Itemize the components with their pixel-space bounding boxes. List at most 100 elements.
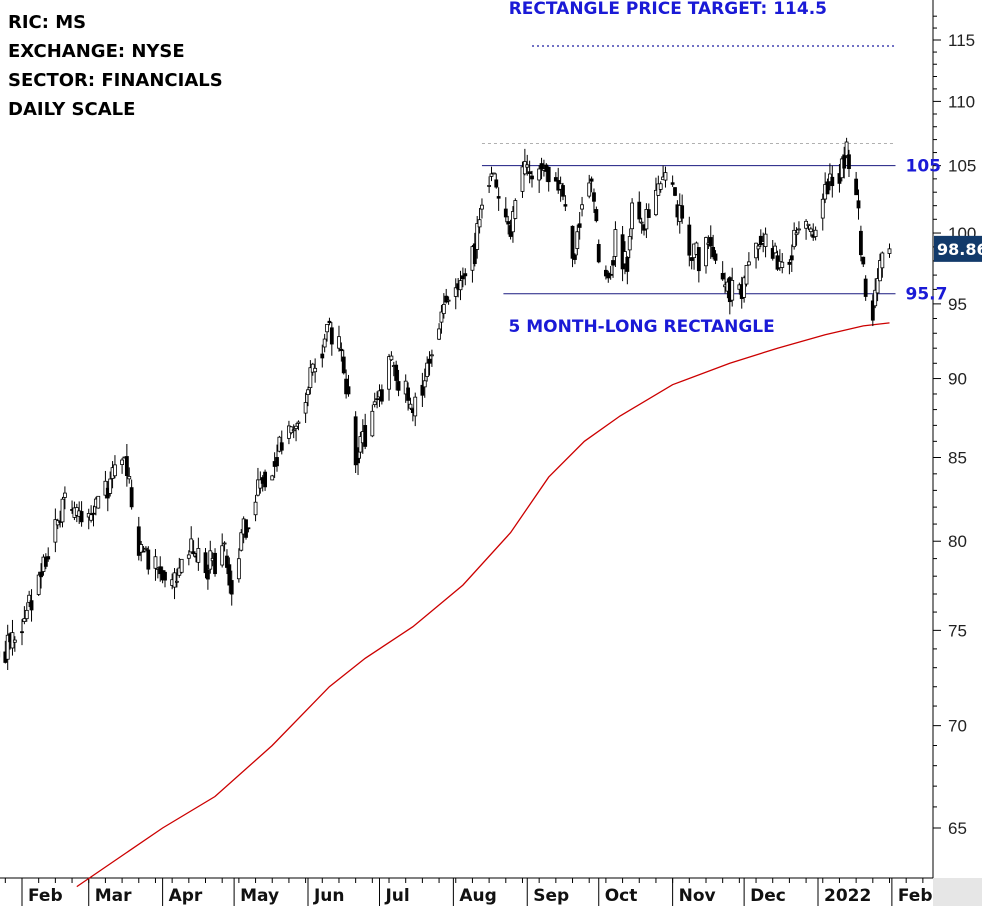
- x-tick-label: Apr: [169, 886, 203, 906]
- candle-body: [553, 177, 558, 182]
- x-axis: lFebMarAprMayJunJulAugSepOctNovDec2022Fe…: [0, 877, 933, 906]
- candle-body: [189, 538, 194, 553]
- candle-body: [144, 547, 148, 550]
- candle-body: [813, 229, 818, 237]
- candle-body: [153, 556, 158, 569]
- x-tick-label: Dec: [750, 886, 786, 906]
- x-tick-label: Jul: [384, 886, 409, 906]
- candle-body: [522, 161, 527, 175]
- moving-average-line: [76, 322, 890, 888]
- annotation-text: RECTANGLE PRICE TARGET: 114.5: [509, 0, 827, 19]
- candle-body: [720, 273, 725, 280]
- candle-body: [797, 228, 801, 231]
- candle-body: [227, 564, 232, 586]
- info-line: DAILY SCALE: [8, 99, 135, 120]
- candle-body: [825, 181, 830, 195]
- x-tick-label: Nov: [679, 886, 716, 906]
- candle-body: [644, 209, 649, 230]
- candle-body: [329, 327, 334, 345]
- candle-body: [754, 242, 758, 259]
- candle-body: [327, 320, 332, 324]
- candle-body: [279, 442, 284, 451]
- candle-body: [446, 299, 451, 302]
- candle-body: [437, 328, 441, 340]
- y-tick-label: 95: [948, 295, 967, 314]
- candle-body: [358, 436, 363, 453]
- candle-body: [225, 555, 229, 568]
- candle-body: [546, 166, 551, 183]
- candle-body: [592, 192, 596, 202]
- candle-body: [460, 275, 465, 280]
- candle-body: [186, 554, 191, 559]
- candle-body: [630, 202, 635, 230]
- candle-body: [163, 571, 167, 581]
- candle-body: [563, 204, 568, 207]
- candle-body: [203, 552, 208, 574]
- candle-body: [837, 173, 842, 184]
- candle-body: [370, 410, 375, 437]
- y-tick-label: 110: [948, 92, 975, 111]
- x-tick-label: 2022: [824, 886, 871, 906]
- candle-body: [861, 256, 866, 265]
- candle-body: [847, 154, 851, 169]
- y-tick-label: 115: [948, 31, 975, 50]
- candle-body: [420, 384, 425, 396]
- candle-body: [820, 198, 825, 219]
- candle-body: [129, 487, 134, 508]
- candle-body: [43, 556, 48, 567]
- candle-body: [341, 356, 346, 374]
- candle-body: [220, 545, 225, 566]
- annotation-text: 5 MONTH-LONG RECTANGLE: [509, 317, 775, 337]
- candle-body: [46, 556, 51, 560]
- last-price-box: [934, 235, 982, 262]
- candle-body: [396, 381, 401, 391]
- candle-body: [141, 550, 146, 553]
- candle-body: [527, 171, 532, 175]
- candle-body: [708, 237, 713, 247]
- candle-body: [53, 519, 58, 543]
- candle-body: [561, 185, 565, 197]
- candle-body: [539, 163, 544, 169]
- candle-body: [291, 429, 296, 432]
- candle-body: [756, 245, 761, 250]
- y-tick-label: 75: [948, 621, 967, 640]
- candles-layer: [0, 137, 892, 671]
- candle-body: [96, 495, 101, 509]
- candle-body: [62, 492, 67, 498]
- candle-body: [880, 252, 885, 269]
- last-price-label: 98.86: [937, 240, 982, 259]
- y-tick-label: 80: [948, 532, 967, 551]
- candle-body: [263, 471, 267, 488]
- x-tick-label: Sep: [533, 886, 569, 906]
- candle-body: [503, 208, 508, 218]
- candle-body: [875, 278, 880, 294]
- candle-body: [580, 204, 584, 210]
- candle-body: [787, 261, 792, 265]
- candle-body: [22, 618, 27, 622]
- candle-body: [353, 416, 358, 466]
- candle-body: [294, 425, 298, 429]
- candle-body: [12, 639, 17, 643]
- candle-body: [496, 196, 501, 199]
- candle-body: [5, 634, 10, 660]
- candle-body: [704, 237, 708, 267]
- candle-body: [108, 478, 113, 494]
- candle-body: [413, 396, 418, 417]
- candle-body: [430, 354, 434, 357]
- candle-body: [770, 248, 775, 259]
- candle-body: [213, 552, 217, 575]
- candle-body: [730, 280, 735, 301]
- candle-body: [806, 223, 811, 226]
- candle-body: [637, 201, 642, 220]
- candle-body: [172, 572, 177, 588]
- candle-body: [253, 501, 258, 516]
- candle-body: [494, 179, 499, 188]
- candle-body: [136, 526, 141, 556]
- candle-body: [511, 211, 515, 233]
- candle-body: [625, 256, 630, 272]
- candle-body: [608, 273, 613, 276]
- candle-body: [306, 389, 310, 395]
- candle-body: [439, 311, 444, 323]
- candle-body: [372, 401, 377, 405]
- candle-body: [789, 255, 794, 261]
